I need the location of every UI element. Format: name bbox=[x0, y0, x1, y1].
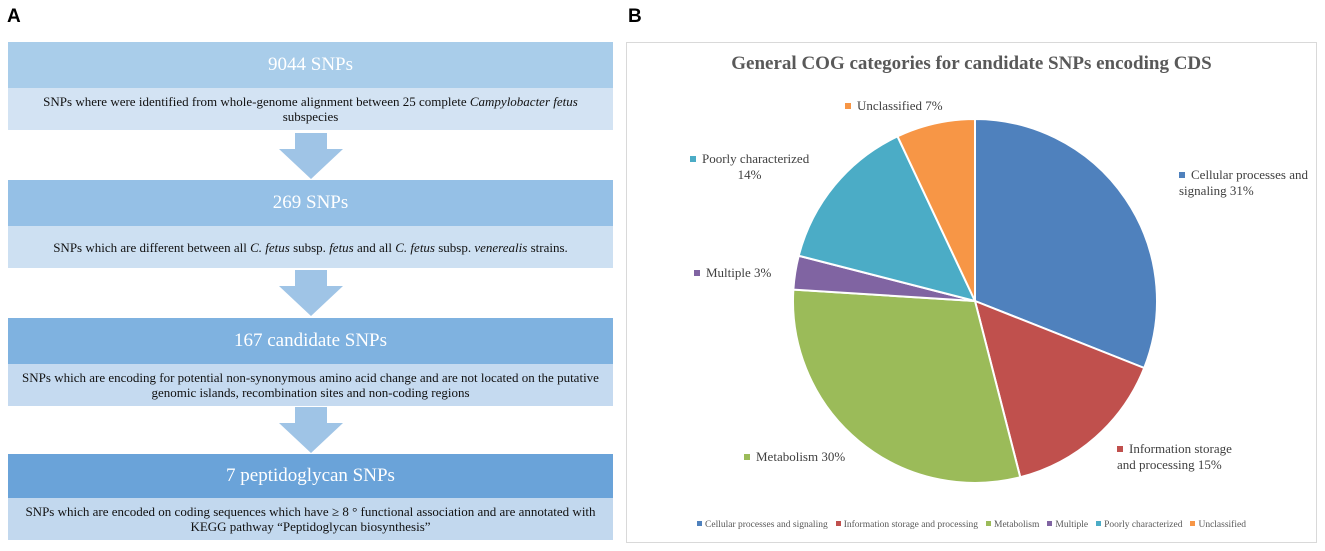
legend-marker-icon bbox=[1096, 521, 1102, 527]
legend-marker-icon bbox=[1190, 521, 1196, 527]
flow-step-description: SNPs which are different between all C. … bbox=[8, 226, 613, 268]
flow-step-description-text: SNPs which are different between all C. … bbox=[53, 239, 568, 255]
legend-marker-icon bbox=[694, 270, 700, 277]
legend-item: Cellular processes and signaling bbox=[697, 520, 828, 530]
pie-chart-panel: General COG categories for candidate SNP… bbox=[626, 42, 1317, 543]
panel-a-label: A bbox=[7, 6, 21, 27]
chart-title: General COG categories for candidate SNP… bbox=[731, 53, 1212, 74]
slice-label: Poorly characterized 14% bbox=[690, 151, 809, 183]
pie-chart bbox=[792, 117, 1158, 484]
flow-step: 269 SNPs SNPs which are different betwee… bbox=[8, 180, 613, 268]
legend-item: Poorly characterized bbox=[1096, 520, 1182, 530]
pie-slice-metabolism bbox=[792, 288, 1022, 484]
slice-label: Cellular processes and signaling 31% bbox=[1179, 167, 1308, 198]
flow-step-description-text: SNPs which are encoding for potential no… bbox=[22, 370, 599, 400]
flow-step-description-text: SNPs where were identified from whole-ge… bbox=[43, 94, 578, 124]
flow-step-title: 9044 SNPs bbox=[8, 42, 613, 88]
down-arrow-icon bbox=[279, 270, 343, 316]
flow-step-description: SNPs which are encoded on coding sequenc… bbox=[8, 498, 613, 540]
down-arrow-icon bbox=[279, 407, 343, 453]
legend-marker-icon bbox=[1117, 446, 1123, 453]
flow-step-description: SNPs where were identified from whole-ge… bbox=[8, 88, 613, 130]
flow-step-title: 167 candidate SNPs bbox=[8, 318, 613, 364]
chart-legend: Cellular processes and signaling Informat… bbox=[627, 520, 1316, 530]
pie-slice-cellular-processes-and-signaling bbox=[974, 117, 1158, 370]
legend-item: Information storage and processing bbox=[835, 520, 978, 530]
down-arrow-icon bbox=[279, 133, 343, 179]
legend-marker-icon bbox=[690, 156, 696, 163]
flow-step-title: 269 SNPs bbox=[8, 180, 613, 226]
flow-step-title: 7 peptidoglycan SNPs bbox=[8, 454, 613, 498]
flow-step: 167 candidate SNPs SNPs which are encodi… bbox=[8, 318, 613, 406]
legend-marker-icon bbox=[986, 521, 991, 527]
legend-marker-icon bbox=[744, 454, 750, 461]
legend-item: Multiple bbox=[1047, 520, 1088, 530]
pie-slice-information-storage-and-processing bbox=[973, 299, 1146, 479]
flow-step-description-text: SNPs which are encoded on coding sequenc… bbox=[25, 504, 596, 534]
slice-label: Information storage and processing 15% bbox=[1117, 441, 1232, 472]
pie-slice-poorly-characterized bbox=[797, 134, 977, 303]
legend-marker-icon bbox=[845, 103, 851, 110]
pie-slice-unclassified bbox=[896, 117, 976, 302]
legend-marker-icon bbox=[1179, 172, 1185, 179]
panel-b-label: B bbox=[628, 6, 642, 27]
legend-item: Unclassified bbox=[1190, 520, 1246, 530]
flowchart: 9044 SNPs SNPs where were identified fro… bbox=[8, 42, 613, 542]
flow-step: 7 peptidoglycan SNPs SNPs which are enco… bbox=[8, 454, 613, 540]
legend-marker-icon bbox=[835, 521, 841, 527]
legend-marker-icon bbox=[697, 521, 703, 527]
legend-marker-icon bbox=[1047, 521, 1053, 527]
slice-label: Metabolism 30% bbox=[744, 449, 845, 465]
legend-item: Metabolism bbox=[986, 520, 1039, 530]
flow-step: 9044 SNPs SNPs where were identified fro… bbox=[8, 42, 613, 130]
slice-label: Multiple 3% bbox=[694, 265, 771, 281]
flow-step-description: SNPs which are encoding for potential no… bbox=[8, 364, 613, 406]
slice-label: Unclassified 7% bbox=[845, 98, 943, 114]
